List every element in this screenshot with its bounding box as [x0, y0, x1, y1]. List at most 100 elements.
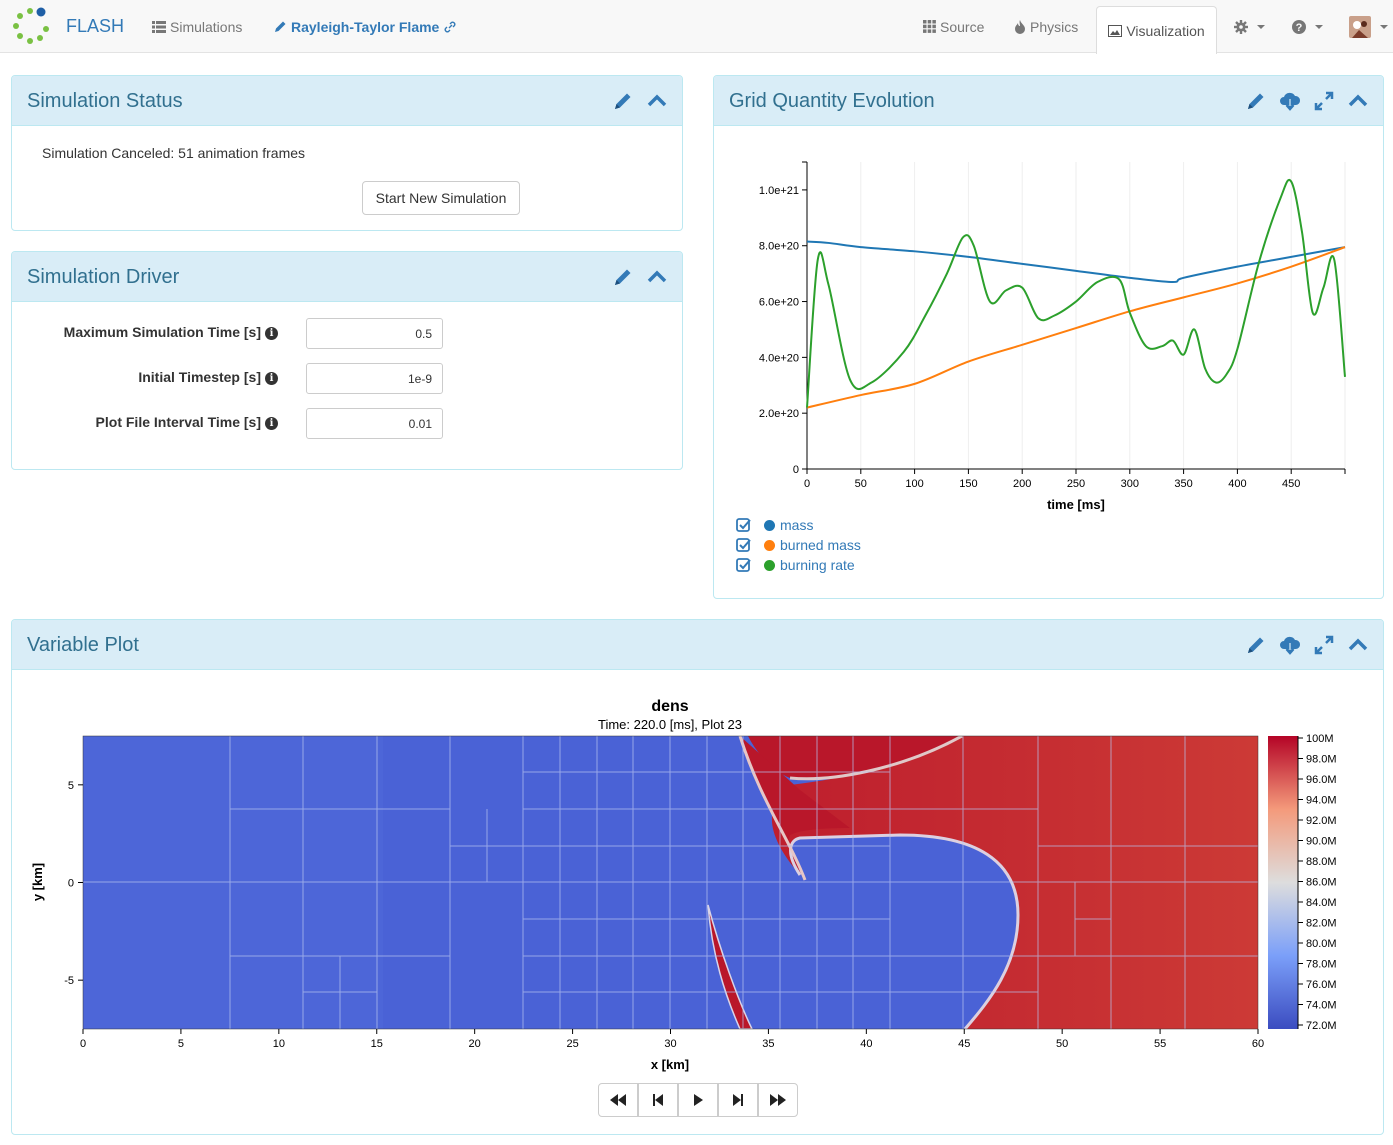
cloud-download-icon[interactable]	[1279, 634, 1301, 656]
nav-visualization[interactable]: Visualization	[1096, 6, 1217, 54]
info-icon[interactable]: i	[265, 327, 278, 340]
svg-text:?: ?	[1296, 22, 1303, 34]
plot-interval-input[interactable]	[306, 408, 443, 439]
heatmap-xlabel: x [km]	[651, 1057, 689, 1072]
start-new-simulation-button[interactable]: Start New Simulation	[362, 181, 520, 215]
caret-down-icon	[1380, 24, 1388, 29]
expand-arrows-icon[interactable]	[1313, 90, 1335, 112]
collapse-chevron-up-icon[interactable]	[646, 90, 668, 112]
x-tick-label: 20	[469, 1038, 481, 1050]
colorbar-tick-label: 78.0M	[1306, 959, 1337, 971]
nav-simulation-name[interactable]: Rayleigh-Taylor Flame	[273, 0, 461, 53]
status-message: Simulation Canceled: 51 animation frames	[42, 145, 306, 161]
density-heatmap-plot: 0 5 10 15 20 25 30 35 40 45 50 55 60 -5 0 5 100M 98.0M 96.…	[30, 698, 1337, 1072]
edit-pencil-icon[interactable]	[612, 266, 634, 288]
previous-frame-button[interactable]	[638, 1083, 678, 1117]
legend-item-mass[interactable]: mass	[736, 517, 813, 533]
y-tick-label: 2.0e+20	[759, 408, 799, 420]
x-tick-label: 40	[860, 1038, 872, 1050]
heatmap-field	[83, 736, 1258, 1029]
colorbar-tick-label: 94.0M	[1306, 795, 1337, 807]
series-line-burned-mass	[806, 246, 1346, 409]
nav-source-label: Source	[940, 18, 985, 35]
edit-pencil-icon[interactable]	[1245, 90, 1267, 112]
nav-simulations-label: Simulations	[170, 18, 243, 35]
edit-pencil-icon[interactable]	[612, 90, 634, 112]
legend-item-burning-rate[interactable]: burning rate	[736, 557, 855, 573]
nav-visualization-label: Visualization	[1126, 22, 1205, 39]
y-tick-label: 1.0e+21	[759, 185, 799, 197]
collapse-chevron-up-icon[interactable]	[1347, 634, 1369, 656]
series-line-burning-rate	[806, 178, 1346, 408]
nav-settings-dropdown[interactable]	[1234, 0, 1265, 53]
nav-simulation-name-label: Rayleigh-Taylor Flame	[291, 18, 440, 35]
colorbar	[1268, 736, 1298, 1029]
panel-title: Variable Plot	[27, 634, 139, 656]
question-circle-icon: ?	[1292, 19, 1306, 34]
flash-logo-icon	[13, 7, 49, 44]
next-frame-button[interactable]	[718, 1083, 758, 1117]
x-axis-label: time [ms]	[1047, 497, 1105, 512]
link-icon	[444, 21, 456, 32]
pencil-icon	[275, 21, 286, 32]
play-button[interactable]	[678, 1083, 718, 1117]
nav-help-dropdown[interactable]: ?	[1292, 0, 1323, 53]
x-tick-label: 35	[762, 1038, 774, 1050]
nav-physics[interactable]: Physics	[1014, 0, 1078, 53]
nav-user-dropdown[interactable]	[1349, 0, 1388, 53]
x-tick-label: 15	[371, 1038, 383, 1050]
panel-heading: Grid Quantity Evolution	[714, 76, 1383, 126]
x-tick-label: 300	[1121, 478, 1139, 490]
evolution-line-chart: 0 2.0e+20 4.0e+20 6.0e+20 8.0e+20 1.0e+21 0 50 1…	[759, 161, 1346, 512]
picture-icon	[1108, 24, 1123, 37]
edit-pencil-icon[interactable]	[1245, 634, 1267, 656]
initial-timestep-label: Initial Timestep [s] i	[48, 369, 278, 385]
max-sim-time-label: Maximum Simulation Time [s] i	[48, 324, 278, 340]
nav-source[interactable]: Source	[923, 0, 984, 53]
nav-simulations[interactable]: Simulations	[152, 0, 242, 53]
colorbar-tick-label: 90.0M	[1306, 836, 1337, 848]
series-line-mass	[806, 240, 1346, 284]
checkbox-checked-icon[interactable]	[736, 557, 752, 573]
x-tick-label: 60	[1252, 1038, 1264, 1050]
collapse-chevron-up-icon[interactable]	[646, 266, 668, 288]
panel-heading: Simulation Driver	[12, 252, 682, 302]
expand-arrows-icon[interactable]	[1313, 634, 1335, 656]
legend-item-burned-mass[interactable]: burned mass	[736, 537, 861, 553]
colorbar-tick-label: 98.0M	[1306, 754, 1337, 766]
info-icon[interactable]: i	[265, 417, 278, 430]
colorbar-tick-label: 88.0M	[1306, 856, 1337, 868]
brand[interactable]: FLASH	[10, 6, 124, 46]
cloud-download-icon[interactable]	[1279, 90, 1301, 112]
heatmap-title: dens	[651, 698, 688, 715]
avatar	[1349, 15, 1371, 38]
step-forward-icon	[733, 1094, 743, 1106]
info-icon[interactable]: i	[265, 372, 278, 385]
initial-timestep-input[interactable]	[306, 363, 443, 394]
checkbox-checked-icon[interactable]	[736, 517, 752, 533]
list-icon	[152, 20, 166, 33]
x-tick-label: 5	[178, 1038, 184, 1050]
legend-label: burned mass	[780, 537, 861, 553]
caret-down-icon	[1315, 24, 1323, 29]
grid-quantity-evolution-panel: Grid Quantity Evolution 0 2.0e+20 4.0e+20 6…	[713, 75, 1384, 599]
x-tick-label: 150	[959, 478, 977, 490]
collapse-chevron-up-icon[interactable]	[1347, 90, 1369, 112]
y-tick-label: 0	[68, 878, 74, 890]
first-frame-button[interactable]	[598, 1083, 638, 1117]
max-sim-time-input[interactable]	[306, 318, 443, 349]
brand-title: FLASH	[66, 15, 125, 36]
checkbox-checked-icon[interactable]	[736, 537, 752, 553]
panel-heading: Variable Plot	[12, 620, 1383, 670]
x-tick-label: 10	[273, 1038, 285, 1050]
step-backward-icon	[653, 1094, 663, 1106]
x-tick-label: 400	[1228, 478, 1246, 490]
panel-heading: Simulation Status	[12, 76, 682, 126]
last-frame-button[interactable]	[758, 1083, 798, 1117]
x-tick-label: 50	[855, 478, 867, 490]
grid-icon	[923, 20, 936, 33]
simulation-status-panel: Simulation Status Simulation Canceled: 5…	[11, 75, 683, 231]
x-tick-label: 50	[1056, 1038, 1068, 1050]
nav-physics-label: Physics	[1030, 18, 1079, 35]
panel-title: Grid Quantity Evolution	[729, 90, 935, 112]
